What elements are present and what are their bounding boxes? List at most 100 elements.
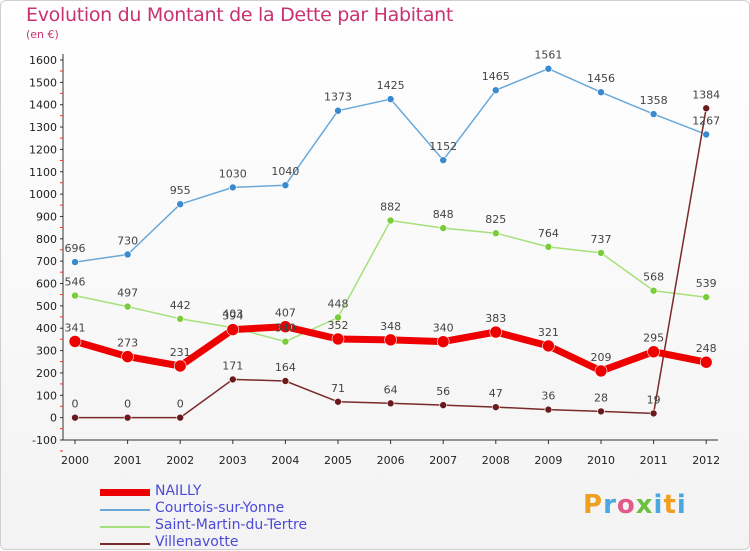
data-label: 848	[433, 208, 454, 221]
data-label: 442	[170, 299, 191, 312]
data-point	[279, 320, 292, 333]
y-tick-label: 1500	[29, 76, 57, 89]
data-point	[176, 315, 184, 323]
data-label: 764	[538, 227, 559, 240]
data-point	[334, 313, 342, 322]
data-label: 1373	[324, 91, 352, 104]
data-point	[491, 229, 500, 238]
x-tick-label: 2005	[324, 454, 352, 467]
data-label: 348	[380, 320, 401, 333]
data-label: 47	[489, 387, 503, 400]
data-point	[176, 413, 184, 422]
data-label: 696	[65, 242, 86, 255]
data-point	[649, 286, 658, 295]
y-tick-label: 400	[36, 322, 57, 335]
x-tick-label: 2010	[587, 454, 615, 467]
x-tick-label: 2006	[377, 454, 405, 467]
data-point	[386, 216, 395, 225]
data-point	[281, 181, 290, 189]
data-point	[647, 345, 660, 359]
data-point	[68, 335, 82, 348]
data-label: 1384	[692, 88, 720, 101]
data-label: 352	[328, 319, 349, 332]
data-label: 955	[170, 184, 191, 197]
legend-swatch	[100, 526, 150, 528]
x-tick-label: 2003	[219, 454, 247, 467]
data-label: 64	[384, 383, 398, 396]
data-point	[121, 350, 134, 363]
data-label: 383	[485, 312, 506, 325]
data-point	[649, 409, 658, 418]
legend-item: Courtois-sur-Yonne	[100, 500, 420, 517]
series-points	[68, 64, 713, 422]
x-tick-label: 2002	[166, 454, 194, 467]
data-point	[281, 337, 290, 346]
legend-item: Saint-Martin-du-Tertre	[100, 517, 420, 534]
data-point	[597, 407, 605, 416]
data-label: 403	[222, 308, 243, 321]
data-label: 1425	[377, 79, 405, 92]
data-labels: 696 730 955 1030 1040 1373 1425 1152 1465 1561 145…	[65, 49, 721, 411]
legend-swatch	[100, 489, 150, 496]
y-tick-label: 700	[36, 255, 57, 268]
data-point	[386, 399, 395, 408]
brand-letter: t	[663, 490, 677, 520]
data-label: 0	[124, 398, 131, 411]
y-tick-label: 0	[50, 412, 57, 425]
brand-letter: P	[583, 490, 604, 520]
data-point	[331, 332, 345, 346]
chart-axes: -100010020030040050060070080090010001100…	[29, 54, 720, 467]
data-point	[489, 325, 503, 339]
legend-label: Courtois-sur-Yonne	[155, 500, 285, 516]
data-point	[229, 375, 237, 384]
data-label: 1030	[219, 167, 247, 180]
data-point	[173, 359, 187, 373]
y-tick-label: 1100	[29, 166, 57, 179]
data-label: 497	[117, 287, 138, 300]
data-point	[439, 224, 448, 232]
data-point	[597, 249, 605, 257]
data-point	[384, 333, 397, 347]
data-label: 0	[72, 398, 79, 411]
data-label: 1358	[640, 94, 668, 107]
y-tick-label: 1000	[29, 188, 57, 201]
data-label: 737	[591, 233, 612, 246]
x-tick-label: 2007	[429, 454, 457, 467]
data-label: 209	[591, 351, 612, 364]
data-point	[334, 106, 342, 115]
y-tick-label: 1300	[29, 121, 57, 134]
data-label: 730	[117, 234, 138, 247]
data-label: 825	[485, 213, 506, 226]
data-label: 1561	[534, 49, 562, 62]
data-label: 273	[117, 337, 138, 350]
x-tick-label: 2004	[271, 454, 299, 467]
data-point	[544, 405, 553, 414]
data-label: 340	[433, 322, 454, 335]
data-label: 546	[65, 276, 86, 289]
brand-letter: i	[653, 490, 664, 520]
series-line	[75, 108, 707, 419]
data-point	[71, 291, 79, 300]
data-label: 1152	[429, 140, 457, 153]
data-point	[702, 293, 711, 301]
y-tick-label: 300	[36, 345, 57, 358]
data-label: 1465	[482, 70, 510, 83]
data-label: 71	[331, 382, 345, 395]
data-point	[71, 258, 79, 266]
data-label: 407	[275, 307, 296, 320]
data-point	[491, 403, 500, 411]
data-label: 1456	[587, 72, 615, 85]
data-point	[334, 397, 342, 406]
data-point	[699, 355, 713, 369]
data-point	[594, 364, 608, 378]
y-tick-label: 200	[36, 367, 57, 380]
chart-title: Evolution du Montant de la Dette par Hab…	[26, 4, 454, 26]
data-label: 539	[696, 277, 717, 290]
data-point	[649, 110, 658, 118]
data-label: 394	[222, 310, 243, 323]
data-label: 231	[170, 346, 191, 359]
data-point	[123, 250, 132, 259]
x-tick-label: 2001	[114, 454, 142, 467]
data-point	[542, 339, 555, 353]
